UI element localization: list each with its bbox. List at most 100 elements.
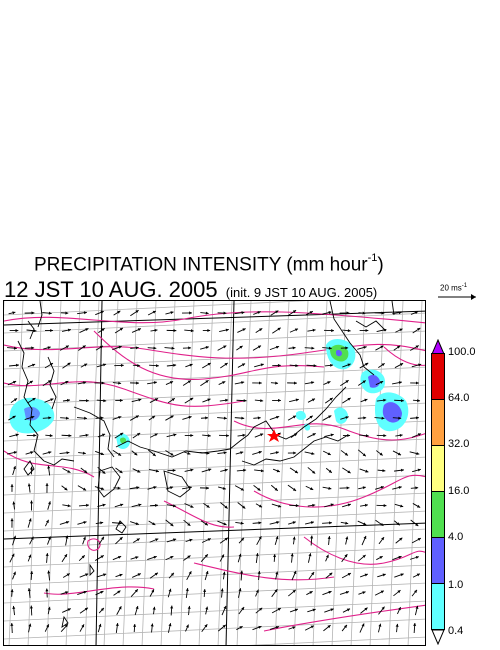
wind-arrow [287, 451, 297, 455]
wind-arrow [24, 415, 35, 420]
wind-arrow [95, 555, 104, 561]
graticule-line [122, 301, 138, 645]
wind-vectors [7, 309, 422, 634]
wind-arrow [217, 520, 227, 526]
wind-arrow [270, 451, 279, 455]
colorbar-label: 16.0 [448, 485, 470, 497]
wind-arrow [414, 605, 419, 616]
precipitation-field [9, 339, 409, 449]
wind-arrow [9, 363, 19, 367]
wind-arrow [10, 398, 18, 403]
wind-arrow [253, 311, 261, 315]
graticule-line [4, 384, 425, 406]
wind-arrow [393, 345, 401, 351]
wind-arrow [202, 328, 211, 333]
wind-arrow [150, 433, 158, 438]
wind-arrow [374, 416, 385, 420]
wind-arrow [287, 309, 297, 317]
wind-arrow [377, 573, 386, 578]
wind-arrow [65, 535, 69, 546]
wind-arrow [10, 589, 14, 597]
wind-arrow [149, 469, 159, 473]
wind-arrow [201, 468, 212, 473]
wind-arrow [412, 573, 421, 578]
precip-area-light [304, 423, 311, 431]
wind-arrow [393, 589, 401, 597]
wind-arrow [184, 468, 194, 472]
valid-time-label: 12 JST 10 AUG. 2005 (init. 9 JST 10 AUG.… [4, 277, 378, 302]
wind-arrow [82, 536, 86, 545]
wind-arrow [185, 363, 193, 368]
wind-arrow [217, 624, 227, 632]
graticule-line [4, 301, 309, 316]
wind-arrow [375, 345, 384, 351]
wind-arrow [342, 363, 351, 368]
wind-arrow [376, 328, 387, 332]
wind-arrow [199, 451, 210, 455]
wind-arrow [9, 553, 15, 563]
wind-arrow [148, 449, 156, 457]
wind-arrow [114, 363, 124, 367]
wind-arrow [165, 381, 174, 385]
wind-arrow [78, 345, 86, 351]
wind-arrow [134, 605, 139, 616]
wind-arrow [12, 535, 17, 546]
wind-arrow [130, 381, 139, 385]
graticule-line [388, 301, 404, 645]
wind-arrow [27, 483, 31, 493]
wind-arrow [357, 345, 367, 350]
wind-arrow [61, 328, 72, 332]
wind-arrow [47, 606, 51, 615]
wind-arrow [322, 521, 332, 525]
wind-arrow [358, 591, 366, 595]
colorbar-swatch-4-16 [431, 491, 445, 538]
wind-arrow [45, 434, 53, 438]
wind-arrow [112, 449, 122, 457]
wind-arrow [340, 521, 349, 525]
reference-vector: 20 ms-1 [436, 283, 480, 303]
graticule-line [4, 438, 425, 460]
wind-arrow [394, 520, 400, 526]
wind-arrow [147, 486, 157, 490]
wind-arrow [252, 381, 262, 385]
wind-arrow [10, 518, 14, 528]
wind-arrow [290, 433, 298, 438]
wind-arrow [236, 399, 247, 403]
wind-arrow [255, 503, 263, 508]
wind-arrow [341, 553, 348, 563]
wind-arrow [45, 483, 49, 493]
wind-arrow [288, 589, 296, 597]
wind-arrow [130, 346, 139, 350]
wind-arrow [220, 588, 224, 598]
wind-arrow [7, 451, 17, 455]
wind-arrow [60, 311, 69, 315]
graticule-line [312, 301, 328, 645]
chart-title: PRECIPITATION INTENSITY (mm hour-1) [34, 252, 384, 276]
wind-arrow [290, 553, 294, 563]
wind-arrow [219, 328, 229, 332]
wind-arrow [166, 538, 177, 543]
wind-arrow [10, 484, 14, 492]
wind-arrow [12, 571, 16, 580]
wind-arrow [167, 397, 176, 404]
wind-arrow [30, 571, 34, 580]
wind-arrow [201, 623, 208, 633]
graticule-line [4, 492, 425, 514]
wind-arrow [113, 590, 121, 596]
wind-arrow [97, 503, 106, 507]
wind-arrow [62, 362, 71, 369]
wind-arrow [112, 345, 122, 351]
colorbar-swatch-04-1 [431, 583, 445, 630]
wind-arrow [77, 485, 87, 491]
graticule-line [350, 301, 366, 645]
wind-arrow [236, 345, 243, 351]
wind-arrow [205, 606, 209, 615]
wind-arrow [236, 468, 247, 472]
wind-arrow [289, 504, 299, 508]
wind-arrow [165, 311, 174, 315]
wind-arrow [186, 571, 192, 580]
wind-arrow [342, 433, 351, 438]
colorbar-swatch-32-64 [431, 399, 445, 446]
colorbar [431, 339, 445, 645]
wind-arrow [43, 346, 51, 350]
